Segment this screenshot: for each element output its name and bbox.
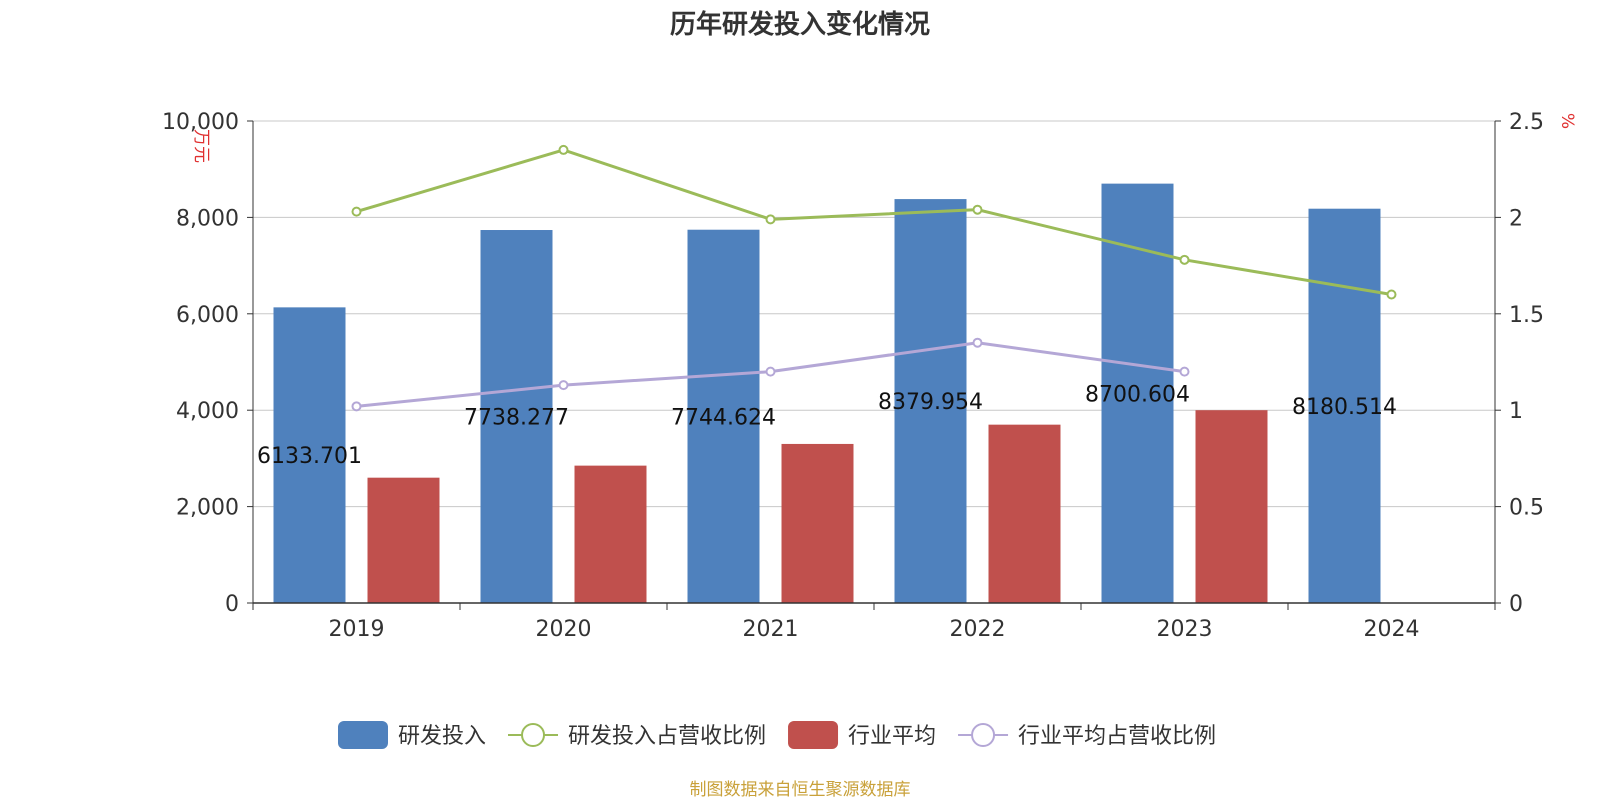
- line-point: [1179, 254, 1190, 265]
- y-left-tick-label: 10,000: [162, 110, 239, 135]
- y-right-tick-label: 0: [1509, 592, 1523, 617]
- axes: 0 0 2,000 0.5 4,000 1 6,000 1.5 8,000 2 10,000 2.5 2…: [162, 110, 1577, 642]
- bar-industry: [367, 477, 440, 603]
- bar-value-label: 8180.514: [1292, 395, 1397, 420]
- bar-value-label: 8700.604: [1085, 382, 1190, 407]
- bar-value-label: 7744.624: [671, 405, 776, 430]
- line-point: [558, 144, 569, 155]
- legend-label: 行业平均占营收比例: [1018, 724, 1216, 749]
- bar-industry: [574, 465, 647, 603]
- bar-value-label: 8379.954: [878, 390, 983, 415]
- x-tick-label: 2019: [329, 617, 385, 642]
- line-point: [351, 401, 362, 412]
- series-line: [356, 148, 1392, 296]
- line-point: [351, 206, 362, 217]
- legend-bar-swatch: [788, 721, 839, 749]
- legend-bar-swatch: [338, 721, 388, 749]
- line-point: [972, 337, 983, 348]
- x-tick-label: 2024: [1364, 617, 1420, 642]
- bar-rd: [480, 230, 553, 603]
- x-tick-label: 2022: [950, 617, 1006, 642]
- line-point: [972, 204, 983, 215]
- y-right-tick-label: 2: [1509, 206, 1523, 231]
- bars: [273, 183, 1381, 604]
- lines: [351, 144, 1397, 412]
- y-left-tick-label: 2,000: [176, 496, 239, 521]
- y-right-tick-label: 0.5: [1509, 496, 1544, 521]
- y-right-tick-label: 1: [1509, 399, 1523, 424]
- bar-value-label: 6133.701: [257, 444, 362, 469]
- line-point: [558, 380, 569, 391]
- bar-rd: [273, 307, 346, 603]
- x-tick-label: 2021: [743, 617, 799, 642]
- line-point: [1386, 289, 1397, 300]
- legend-line-marker: [521, 723, 546, 747]
- bar-value-label: 7738.277: [464, 406, 569, 431]
- y-left-unit: 万元: [191, 129, 211, 163]
- legend-label: 研发投入: [398, 724, 486, 749]
- x-tick-label: 2020: [536, 617, 592, 642]
- chart-title: 历年研发投入变化情况: [669, 10, 930, 40]
- bar-industry: [988, 424, 1061, 603]
- y-left-tick-label: 4,000: [176, 399, 239, 424]
- y-left-tick-label: 0: [225, 592, 239, 617]
- x-tick-label: 2023: [1157, 617, 1213, 642]
- bar-rd: [687, 229, 760, 604]
- line-point: [765, 214, 776, 225]
- y-right-tick-label: 1.5: [1509, 303, 1544, 328]
- y-left-tick-label: 6,000: [176, 303, 239, 328]
- line-point: [1179, 366, 1190, 377]
- legend-label: 行业平均: [848, 724, 936, 749]
- data-labels: 6133.701 7738.277 7744.624 8379.954 8700.604…: [257, 382, 1397, 469]
- legend-label: 研发投入占营收比例: [568, 724, 766, 749]
- y-right-unit: %: [1557, 113, 1577, 129]
- line-point: [765, 366, 776, 377]
- bar-industry: [1195, 410, 1268, 603]
- bar-rd: [1308, 208, 1381, 603]
- legend: 研发投入 研发投入占营收比例 行业平均 行业平均占营收比例: [338, 721, 1216, 749]
- source-note: 制图数据来自恒生聚源数据库: [689, 780, 911, 800]
- bar-rd: [894, 199, 967, 603]
- y-left-tick-label: 8,000: [176, 206, 239, 231]
- bar-industry: [781, 443, 854, 603]
- y-right-tick-label: 2.5: [1509, 110, 1544, 135]
- grid-lines: [253, 120, 1495, 508]
- legend-line-marker: [971, 723, 996, 747]
